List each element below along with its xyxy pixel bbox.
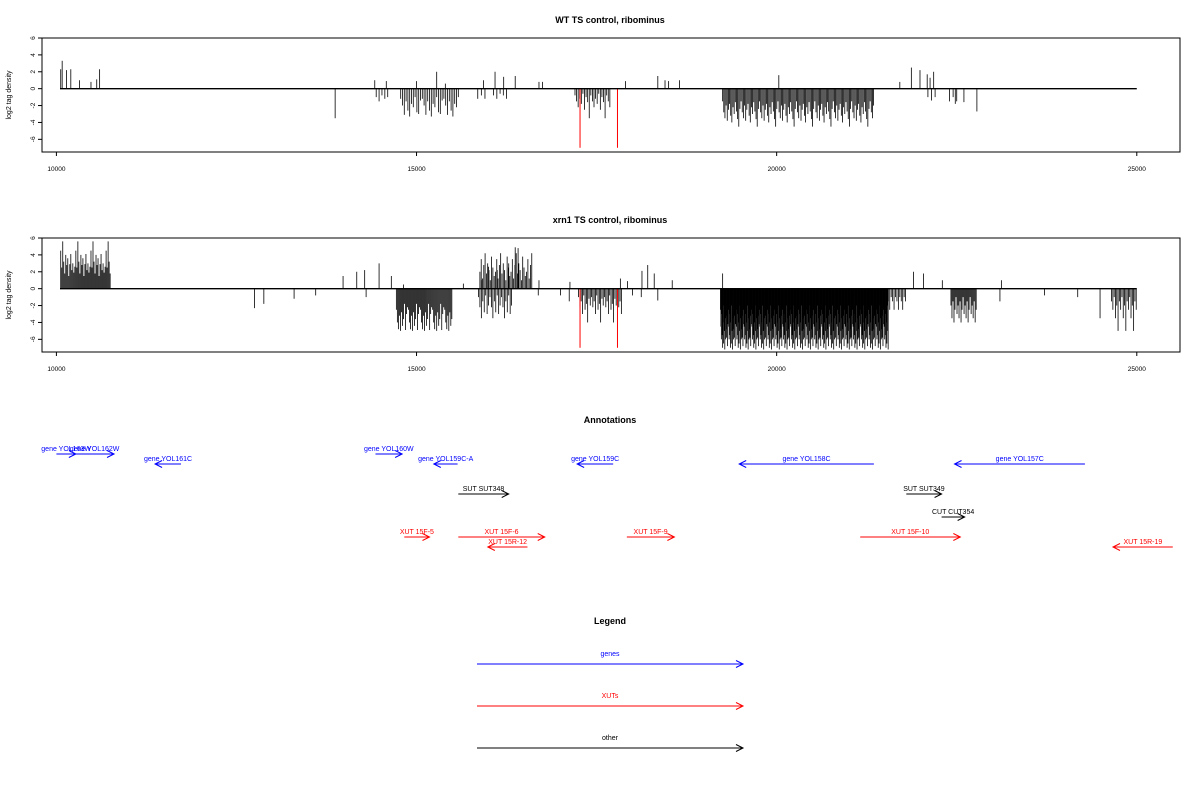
y-tick-label: -2 <box>30 302 37 308</box>
annotation-label: gene YOL160W <box>364 446 414 453</box>
legend-title: Legend <box>594 616 626 626</box>
annotation-arrow <box>486 543 528 551</box>
x-tick-label: 10000 <box>47 366 65 373</box>
y-tick-label: 0 <box>30 286 37 290</box>
x-tick-label: 15000 <box>407 366 425 373</box>
y-axis-label: log2 tag density <box>6 270 13 320</box>
arrow-head <box>735 702 745 710</box>
annotation-label: XUT 15F-5 <box>400 529 434 536</box>
annotation-label: gene YOL159C <box>571 456 619 463</box>
x-tick-label: 20000 <box>768 366 786 373</box>
arrow-head <box>735 744 745 752</box>
annotation-label: gene YOL163W <box>41 446 91 453</box>
y-tick-label: 6 <box>30 36 37 40</box>
annotation-label: XUT 15R-12 <box>488 539 527 546</box>
arrow-head <box>153 460 163 468</box>
annotation-label: gene YOL157C <box>996 456 1044 463</box>
annotation-arrow <box>906 490 943 498</box>
x-tick-label: 25000 <box>1128 166 1146 173</box>
annotation-label: XUT 15R-19 <box>1124 539 1163 546</box>
legend-label: other <box>602 735 619 742</box>
legend: Legend genes XUTs other <box>477 616 745 752</box>
annotation-arrow <box>375 450 404 458</box>
arrow-head <box>953 533 962 541</box>
annotation-arrow <box>576 460 614 468</box>
annotations-title: Annotations <box>584 415 637 425</box>
y-tick-label: 2 <box>30 270 37 274</box>
y-axis-label: log2 tag density <box>6 70 13 120</box>
annotation-arrow <box>458 533 546 541</box>
annotation-label: XUT 15F-6 <box>484 529 518 536</box>
arrow-head <box>953 460 962 468</box>
wt-panel: WT TS control, ribominus -6 -4 -2 0 2 4 6 log2 t… <box>6 15 1181 173</box>
annotation-label: gene YOL161C <box>144 456 192 463</box>
arrow-head <box>1111 543 1121 551</box>
arrow-head <box>934 490 943 498</box>
y-tick-label: -6 <box>30 336 37 342</box>
y-tick-label: -2 <box>30 102 37 108</box>
x-tick-label: 20000 <box>768 166 786 173</box>
annotation-arrow <box>75 450 116 458</box>
annotation-arrow <box>953 460 1085 468</box>
annotation-arrow <box>626 533 676 541</box>
annotation-arrow <box>860 533 962 541</box>
y-tick-label: -4 <box>30 119 37 125</box>
y-tick-label: -6 <box>30 136 37 142</box>
annotation-label: SUT SUT349 <box>903 486 945 493</box>
panel-title: xrn1 TS control, ribominus <box>553 215 668 225</box>
arrow-head <box>432 460 442 468</box>
annotation-label: gene YOL158C <box>782 456 830 463</box>
annotation-label: XUT 15F-10 <box>891 529 929 536</box>
arrow-head <box>667 533 676 541</box>
arrow-head <box>486 543 496 551</box>
annotation-arrow <box>153 460 182 468</box>
plot-frame <box>41 37 1181 153</box>
x-tick-label: 15000 <box>407 166 425 173</box>
annotation-label: XUT 15F-9 <box>634 529 668 536</box>
y-tick-label: 6 <box>30 236 37 240</box>
annotation-label: CUT CUT354 <box>932 509 974 516</box>
arrow-head <box>957 513 966 521</box>
y-tick-label: 4 <box>30 253 37 257</box>
plot-frame <box>41 237 1181 353</box>
annotation-arrow <box>1111 543 1173 551</box>
annotation-arrow <box>738 460 874 468</box>
x-tick-label: 25000 <box>1128 366 1146 373</box>
y-tick-label: 4 <box>30 53 37 57</box>
annotation-label: SUT SUT348 <box>463 486 505 493</box>
annotation-arrow <box>941 513 966 521</box>
y-tick-label: 0 <box>30 86 37 90</box>
annotation-arrow <box>404 533 431 541</box>
arrow-head <box>576 460 585 468</box>
arrow-head <box>422 533 431 541</box>
legend-arrow-xuts <box>477 702 745 710</box>
y-tick-label: 2 <box>30 70 37 74</box>
legend-arrow-other <box>477 744 745 752</box>
panel-title: WT TS control, ribominus <box>555 15 665 25</box>
annotation-arrow <box>432 460 458 468</box>
arrow-head <box>738 460 747 468</box>
arrow-head <box>106 450 116 458</box>
arrow-head <box>735 660 745 668</box>
legend-label: genes <box>600 651 620 658</box>
xrn1-panel: xrn1 TS control, ribominus -6 -4 -2 0 2 4 6 log2… <box>6 215 1181 373</box>
arrow-head <box>394 450 404 458</box>
legend-label: XUTs <box>602 693 619 700</box>
annotation-label: gene YOL159C-A <box>418 456 473 463</box>
arrow-head <box>537 533 546 541</box>
arrow-head <box>501 490 510 498</box>
y-tick-label: -4 <box>30 319 37 325</box>
legend-arrow-genes <box>477 660 745 668</box>
x-tick-label: 10000 <box>47 166 65 173</box>
annotation-arrow <box>458 490 510 498</box>
annotation-label: gene YOL162W <box>70 446 120 453</box>
